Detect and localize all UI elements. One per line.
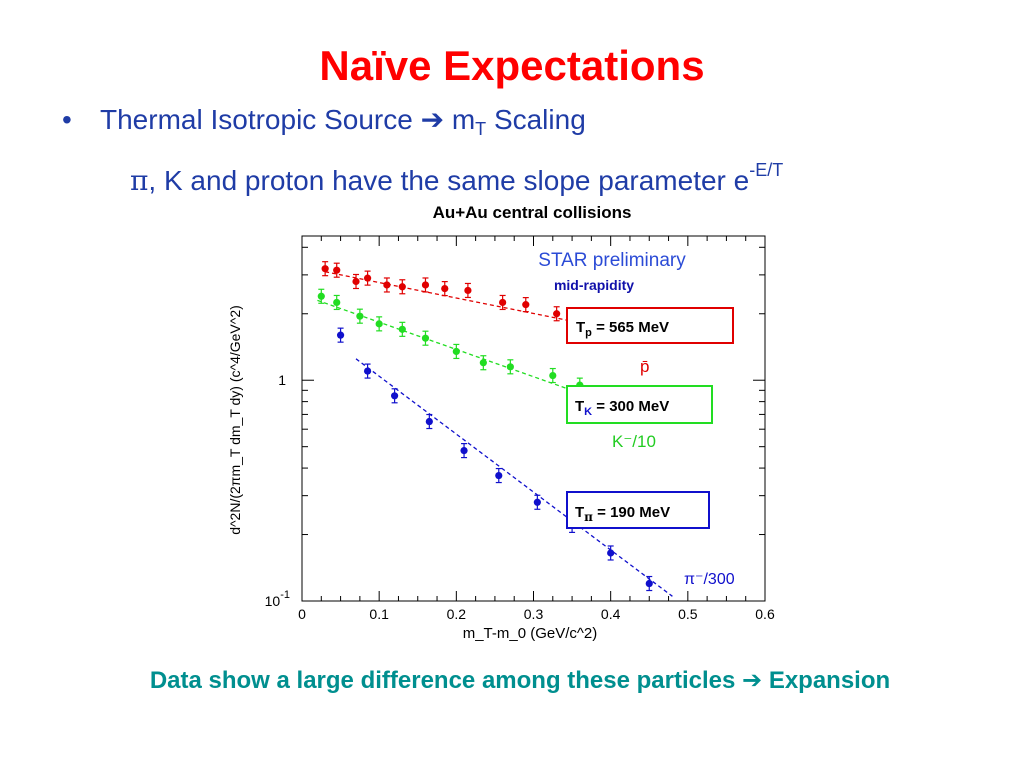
box-frame xyxy=(566,385,713,424)
data-point xyxy=(336,331,345,339)
data-point xyxy=(464,286,472,295)
data-point xyxy=(391,392,399,400)
data-point xyxy=(522,301,530,309)
x-axis-label: m_T-m_0 (GeV/c^2) xyxy=(463,625,598,642)
box-label: Tπ = 190 MeV xyxy=(575,504,670,524)
bullet-thermal-source: • Thermal Isotropic Source ➔ mT Scaling xyxy=(62,102,586,147)
data-point xyxy=(645,579,653,588)
series-name-label: K⁻/10 xyxy=(612,432,656,451)
annotation-mid-rapidity: mid-rapidity xyxy=(554,277,634,293)
chart-title: Au+Au central collisions xyxy=(433,203,632,222)
chart-subtitle: STAR preliminary xyxy=(538,250,686,271)
data-point xyxy=(375,320,383,328)
x-tick-label: 0.5 xyxy=(678,606,698,622)
data-point xyxy=(452,347,460,356)
data-point xyxy=(460,446,468,455)
series-label-antiproton: p̄ xyxy=(640,357,649,376)
sub-bullet-slope: π, K and proton have the same slope para… xyxy=(130,152,783,199)
data-point xyxy=(352,277,360,286)
bottom-note: Data show a large difference among these… xyxy=(0,664,1024,697)
series-label-kaon: K⁻/10 xyxy=(612,432,656,451)
temperature-box-proton: Tp = 565 MeV xyxy=(566,307,734,344)
data-point xyxy=(499,298,507,307)
bullet-dot: • xyxy=(62,104,72,135)
y-axis-label: d^2N/(2πm_T dm_T dy) (c^4/GeV^2) xyxy=(227,305,243,535)
series-name-label: π⁻/300 xyxy=(684,571,735,588)
x-tick-label: 0.4 xyxy=(601,606,621,622)
temperature-box-pion: Tπ = 190 MeV xyxy=(566,491,710,529)
pi-symbol: π xyxy=(130,164,149,197)
box-label: TK = 300 MeV xyxy=(575,398,669,418)
x-tick-label: 0.6 xyxy=(755,606,775,622)
x-tick-label: 0.3 xyxy=(524,606,544,622)
arrow-icon: ➔ xyxy=(420,103,445,136)
bottom-note-end: Expansion xyxy=(768,667,891,694)
sub-text: , K and proton have the same slope param… xyxy=(148,165,750,196)
bullet-text: Thermal Isotropic Source xyxy=(100,104,413,135)
data-point xyxy=(549,371,557,380)
data-point xyxy=(607,549,615,557)
exponent: -E/T xyxy=(749,160,784,180)
mt-symbol: m xyxy=(451,104,476,135)
temperature-box-kaon: TK = 300 MeV xyxy=(566,385,713,424)
x-tick-label: 0 xyxy=(298,606,306,622)
y-tick-label: 1 xyxy=(278,372,286,388)
data-point xyxy=(495,471,503,480)
fit-line xyxy=(355,358,673,597)
data-point xyxy=(479,359,487,367)
box-frame xyxy=(566,491,710,529)
data-point xyxy=(333,298,341,307)
data-point xyxy=(321,265,329,273)
data-point xyxy=(425,417,433,426)
data-point xyxy=(363,274,372,282)
data-point xyxy=(553,310,561,318)
data-point xyxy=(533,498,541,506)
data-point xyxy=(421,281,430,289)
arrow-icon: ➔ xyxy=(742,666,763,694)
data-point xyxy=(333,266,341,274)
bottom-note-text: Data show a large difference among these… xyxy=(149,667,736,694)
scaling-text: Scaling xyxy=(493,104,586,135)
data-point xyxy=(356,312,364,320)
series-name-label: p̄ xyxy=(640,357,649,376)
data-point xyxy=(506,363,514,371)
axis-ticks: 0 0.1 0.2 0.3 0.4 0.5 0.6 10-1 1 xyxy=(265,236,775,622)
box-frame xyxy=(566,307,734,344)
data-point xyxy=(398,283,406,291)
data-point xyxy=(421,334,430,342)
x-tick-label: 0.1 xyxy=(369,606,389,622)
box-label: Tp = 565 MeV xyxy=(576,319,669,339)
fit-line xyxy=(317,299,588,397)
slide-title: Naïve Expectations xyxy=(319,42,705,89)
y-tick-label: 10-1 xyxy=(265,589,290,609)
data-point xyxy=(363,367,372,375)
data-point xyxy=(398,325,406,333)
data-point xyxy=(317,292,325,300)
mt-subscript: T xyxy=(475,119,487,139)
data-point xyxy=(383,281,391,289)
series-label-pion: π⁻/300 xyxy=(684,571,735,588)
x-tick-label: 0.2 xyxy=(447,606,467,622)
data-point xyxy=(441,284,449,293)
